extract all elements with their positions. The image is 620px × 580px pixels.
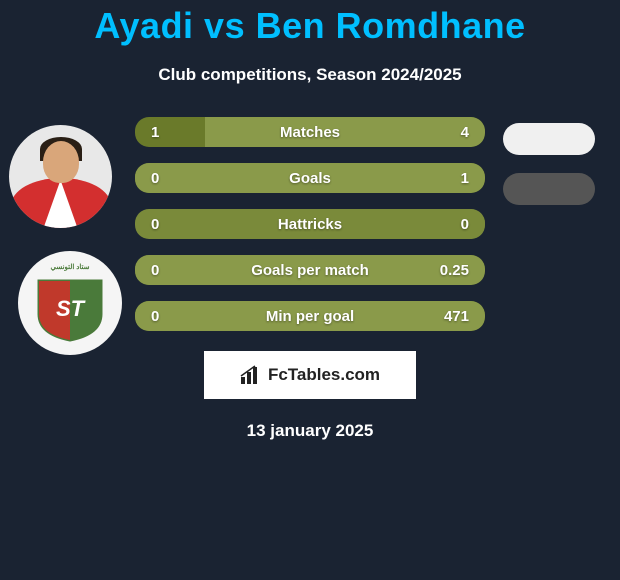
- stat-right-value: 1: [461, 170, 469, 187]
- chart-icon: [240, 365, 262, 385]
- date-label: 13 january 2025: [0, 421, 620, 441]
- stat-row: 0 Min per goal 471: [135, 301, 485, 331]
- stat-label: Hattricks: [278, 216, 342, 233]
- stat-row: 0 Hattricks 0: [135, 209, 485, 239]
- club-badge: ستاد التونسي ST: [18, 251, 122, 355]
- badge-script: ستاد التونسي: [25, 263, 115, 271]
- stat-left-value: 0: [151, 216, 159, 233]
- stat-left-value: 0: [151, 170, 159, 187]
- stat-fill: [205, 117, 485, 147]
- shield-icon: ST: [34, 276, 106, 342]
- right-pill-2: [503, 173, 595, 205]
- stat-left-value: 1: [151, 124, 159, 141]
- stat-right-value: 0.25: [440, 262, 469, 279]
- stat-row: 0 Goals 1: [135, 163, 485, 193]
- stat-left-value: 0: [151, 308, 159, 325]
- svg-text:ST: ST: [56, 296, 86, 321]
- comparison-card: Ayadi vs Ben Romdhane Club competitions,…: [0, 0, 620, 441]
- stat-label: Min per goal: [266, 308, 354, 325]
- subtitle: Club competitions, Season 2024/2025: [0, 65, 620, 85]
- stat-row: 0 Goals per match 0.25: [135, 255, 485, 285]
- brand-text: FcTables.com: [268, 365, 380, 385]
- badge-graphic: ستاد التونسي ST: [25, 258, 115, 348]
- stat-right-value: 471: [444, 308, 469, 325]
- right-pill-1: [503, 123, 595, 155]
- stat-row: 1 Matches 4: [135, 117, 485, 147]
- avatar-face: [43, 141, 79, 183]
- stat-right-value: 4: [461, 124, 469, 141]
- brand-box[interactable]: FcTables.com: [202, 349, 418, 401]
- stat-label: Goals: [289, 170, 331, 187]
- stat-left-value: 0: [151, 262, 159, 279]
- page-title: Ayadi vs Ben Romdhane: [0, 5, 620, 47]
- stat-right-value: 0: [461, 216, 469, 233]
- stat-label: Goals per match: [251, 262, 369, 279]
- stat-label: Matches: [280, 124, 340, 141]
- stats-list: 1 Matches 4 0 Goals 1 0 Hattricks 0 0 Go…: [135, 117, 485, 331]
- player-avatar: [9, 125, 112, 228]
